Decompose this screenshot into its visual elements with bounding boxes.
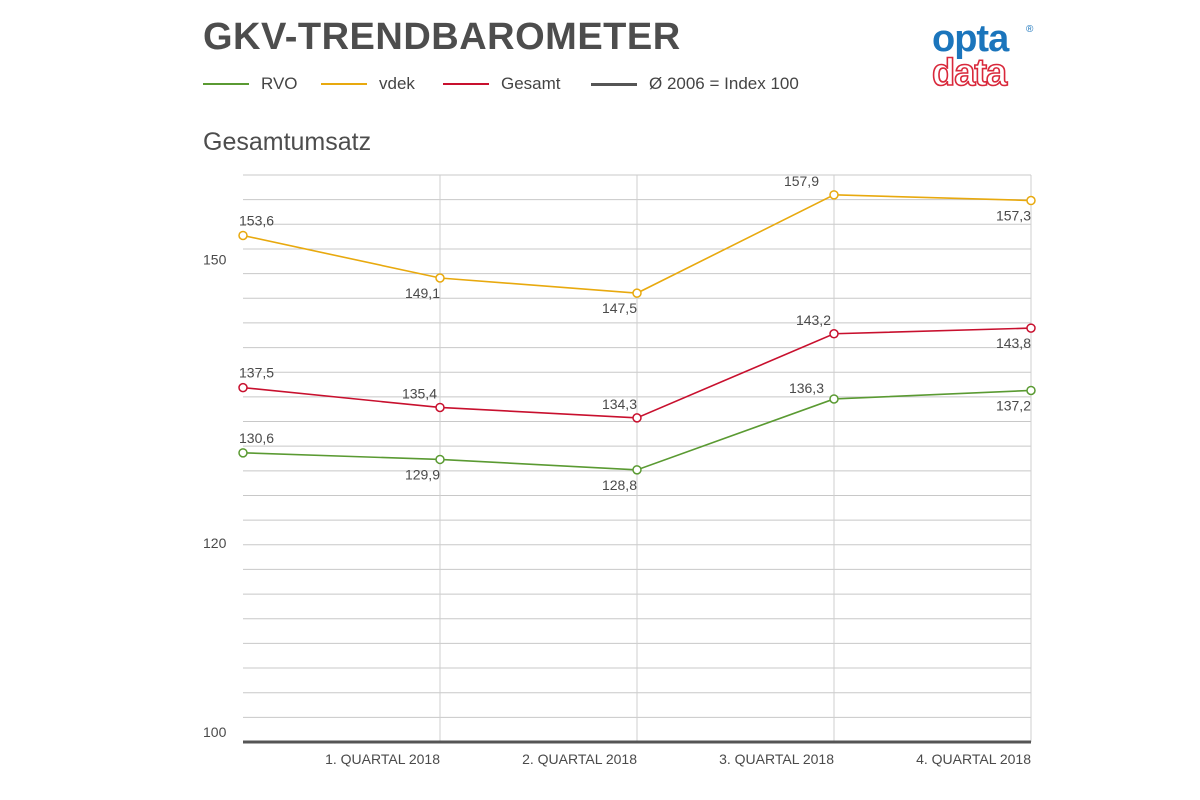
data-label-vdek: 147,5 — [602, 300, 637, 316]
data-label-gesamt: 134,3 — [602, 396, 637, 412]
data-label-gesamt: 143,2 — [796, 312, 831, 328]
y-tick-label: 150 — [203, 252, 227, 268]
data-label-rvo: 137,2 — [996, 397, 1031, 413]
x-tick-label: 3. QUARTAL 2018 — [719, 751, 834, 767]
data-point-vdek — [829, 190, 839, 200]
legend-swatch-rvo — [203, 83, 249, 85]
y-tick-label: 120 — [203, 535, 227, 551]
data-label-rvo: 130,6 — [239, 430, 274, 446]
data-point-vdek — [632, 288, 642, 298]
data-label-rvo: 136,3 — [789, 380, 824, 396]
data-label-gesamt: 143,8 — [996, 335, 1031, 351]
x-tick-label: 1. QUARTAL 2018 — [325, 751, 440, 767]
legend-label-vdek: vdek — [379, 74, 415, 93]
data-point-gesamt — [829, 329, 839, 339]
data-point-vdek — [435, 273, 445, 283]
legend-item-rvo: RVO — [203, 72, 298, 96]
data-label-rvo: 128,8 — [602, 477, 637, 493]
legend: RVO vdek Gesamt Ø 2006 = Index 100 — [203, 72, 823, 96]
data-label-vdek: 149,1 — [405, 285, 440, 301]
x-tick-label: 2. QUARTAL 2018 — [522, 751, 637, 767]
logo-text-top: opta — [932, 18, 1009, 60]
logo-registered-mark: ® — [1026, 24, 1034, 35]
logo-text-bottom: data — [931, 52, 1008, 94]
data-point-rvo — [435, 454, 445, 465]
opta-data-logo: opta ® data — [930, 18, 1040, 98]
data-label-vdek: 157,9 — [784, 173, 819, 189]
data-label-gesamt: 137,5 — [239, 365, 274, 381]
legend-label-gesamt: Gesamt — [501, 74, 561, 93]
legend-swatch-gesamt — [443, 83, 489, 85]
y-tick-label: 100 — [203, 724, 227, 740]
data-point-gesamt — [238, 382, 248, 393]
data-label-gesamt: 135,4 — [402, 385, 437, 401]
data-point-rvo — [238, 448, 248, 458]
x-tick-label: 4. QUARTAL 2018 — [916, 751, 1031, 767]
data-point-vdek — [238, 230, 248, 241]
data-point-rvo — [1026, 385, 1036, 396]
legend-swatch-vdek — [321, 83, 367, 85]
legend-item-index: Ø 2006 = Index 100 — [591, 72, 799, 96]
legend-item-vdek: vdek — [321, 72, 415, 96]
data-point-gesamt — [632, 413, 642, 423]
data-label-rvo: 129,9 — [405, 466, 440, 482]
legend-label-rvo: RVO — [261, 74, 298, 93]
chart-subtitle: Gesamtumsatz — [203, 128, 372, 156]
data-point-gesamt — [435, 402, 445, 413]
legend-label-index: Ø 2006 = Index 100 — [649, 74, 799, 93]
chart-title: GKV-TRENDBAROMETER — [203, 16, 681, 58]
data-point-vdek — [1026, 195, 1036, 206]
data-label-vdek: 157,3 — [996, 208, 1031, 224]
data-point-gesamt — [1026, 323, 1036, 333]
data-point-rvo — [632, 465, 642, 475]
legend-swatch-index — [591, 82, 637, 86]
data-point-rvo — [829, 394, 839, 404]
legend-item-gesamt: Gesamt — [443, 72, 561, 96]
data-label-vdek: 153,6 — [239, 212, 274, 228]
